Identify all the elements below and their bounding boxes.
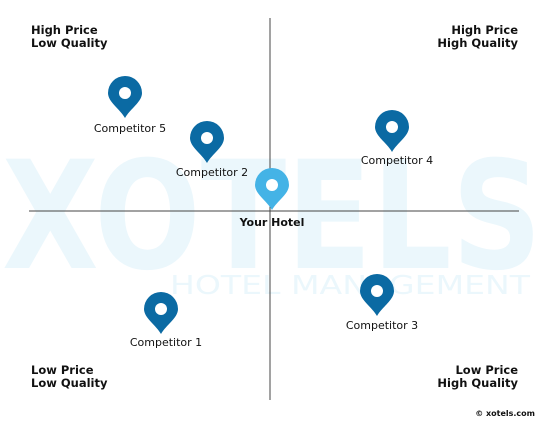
quadrant-label-line: Low Price [455, 363, 518, 377]
marker-competitor-5 [108, 76, 142, 118]
quadrant-label-line: High Quality [437, 376, 518, 390]
map-pin-hole [371, 285, 383, 297]
marker-competitor-3 [360, 274, 394, 316]
marker-label: Competitor 5 [94, 122, 166, 135]
watermark-brand: XOTELS [2, 130, 541, 304]
quadrant-label-line: High Price [31, 23, 98, 37]
xotels-watermark: XOTELS HOTEL MANAGEMENT [2, 130, 541, 304]
marker-your-hotel [255, 168, 289, 210]
copyright-notice: © xotels.com [475, 409, 535, 418]
marker-competitor-2 [190, 121, 224, 163]
map-pin-hole [119, 87, 131, 99]
markers-layer: Competitor 5 Competitor 2 Competitor 4 Your… [94, 76, 433, 349]
marker-label: Competitor 3 [346, 319, 418, 332]
marker-competitor-1 [144, 292, 178, 334]
watermark-tagline: HOTEL MANAGEMENT [170, 271, 530, 301]
map-pin-hole [386, 121, 398, 133]
quadrant-label-line: High Quality [437, 36, 518, 50]
quadrant-label-line: Low Quality [31, 376, 108, 390]
marker-competitor-4 [375, 110, 409, 152]
quadrant-label-line: Low Quality [31, 36, 108, 50]
marker-label: Competitor 4 [361, 154, 433, 167]
map-pin-hole [201, 132, 213, 144]
quadrant-label-line: High Price [451, 23, 518, 37]
marker-label: Your Hotel [239, 216, 305, 229]
map-pin-hole [155, 303, 167, 315]
marker-label: Competitor 1 [130, 336, 202, 349]
map-pin-hole [266, 179, 278, 191]
quadrant-label-low-price-low-quality: Low Price Low Quality [31, 364, 107, 390]
quadrant-label-line: Low Price [31, 363, 94, 377]
quadrant-label-low-price-high-quality: Low Price High Quality [437, 364, 518, 390]
quadrant-label-high-price-high-quality: High Price High Quality [437, 24, 518, 50]
marker-label: Competitor 2 [176, 166, 248, 179]
quadrant-label-high-price-low-quality: High Price Low Quality [31, 24, 107, 50]
